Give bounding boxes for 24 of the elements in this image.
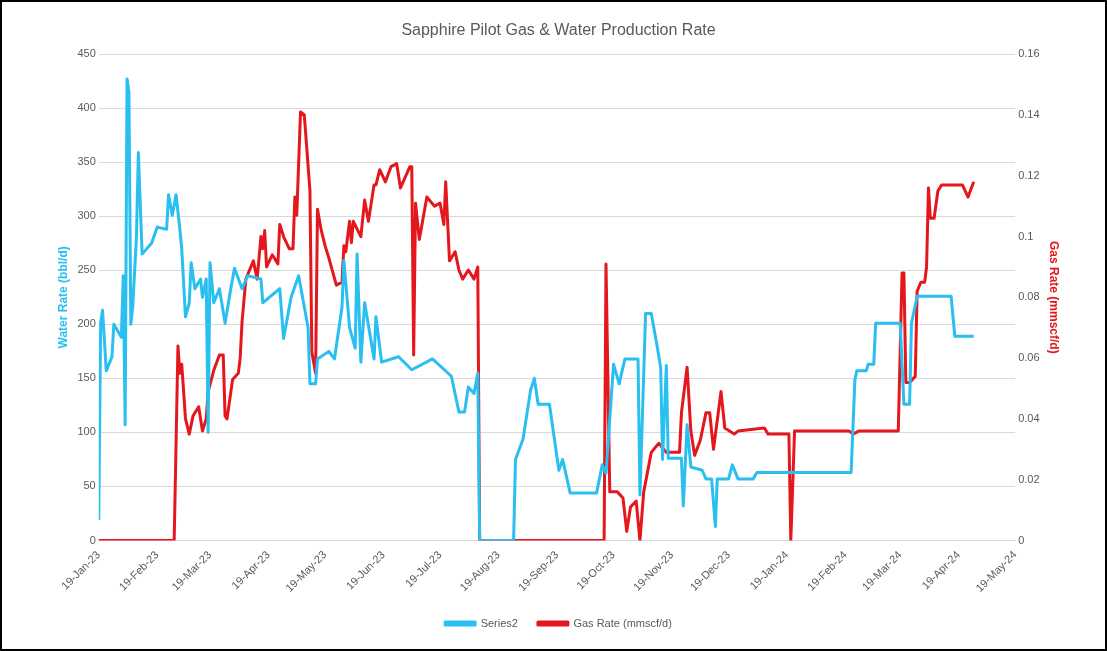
- y-axis-title: Water Rate (bbl/d): [55, 246, 70, 349]
- y2-tick-label: 0.12: [1018, 168, 1040, 181]
- y2-tick-label: 0.1: [1018, 229, 1034, 242]
- y-tick-label: 0: [89, 533, 96, 546]
- y-tick-label: 250: [77, 263, 96, 276]
- chart-title: Sapphire Pilot Gas & Water Production Rate: [401, 21, 716, 39]
- y2-tick-label: 0.16: [1018, 47, 1040, 60]
- y2-axis-title: Gas Rate (mmscf/d): [1047, 240, 1062, 354]
- y-tick-label: 200: [77, 317, 96, 330]
- y-tick-label: 150: [77, 371, 96, 384]
- y-tick-label: 350: [77, 155, 96, 168]
- y2-tick-label: 0.14: [1018, 108, 1040, 121]
- y2-tick-label: 0: [1018, 533, 1025, 546]
- y2-tick-label: 0.04: [1018, 411, 1040, 424]
- y2-tick-label: 0.06: [1018, 351, 1040, 364]
- y-tick-label: 300: [77, 209, 96, 222]
- y2-tick-label: 0.02: [1018, 472, 1040, 485]
- y2-tick-label: 0.08: [1018, 290, 1040, 303]
- y-tick-label: 400: [77, 101, 96, 114]
- y-tick-label: 50: [83, 479, 96, 492]
- y-tick-label: 450: [77, 47, 96, 60]
- legend-label: Series2: [480, 616, 518, 629]
- y-tick-label: 100: [77, 425, 96, 438]
- legend-label: Gas Rate (mmscf/d): [573, 616, 672, 629]
